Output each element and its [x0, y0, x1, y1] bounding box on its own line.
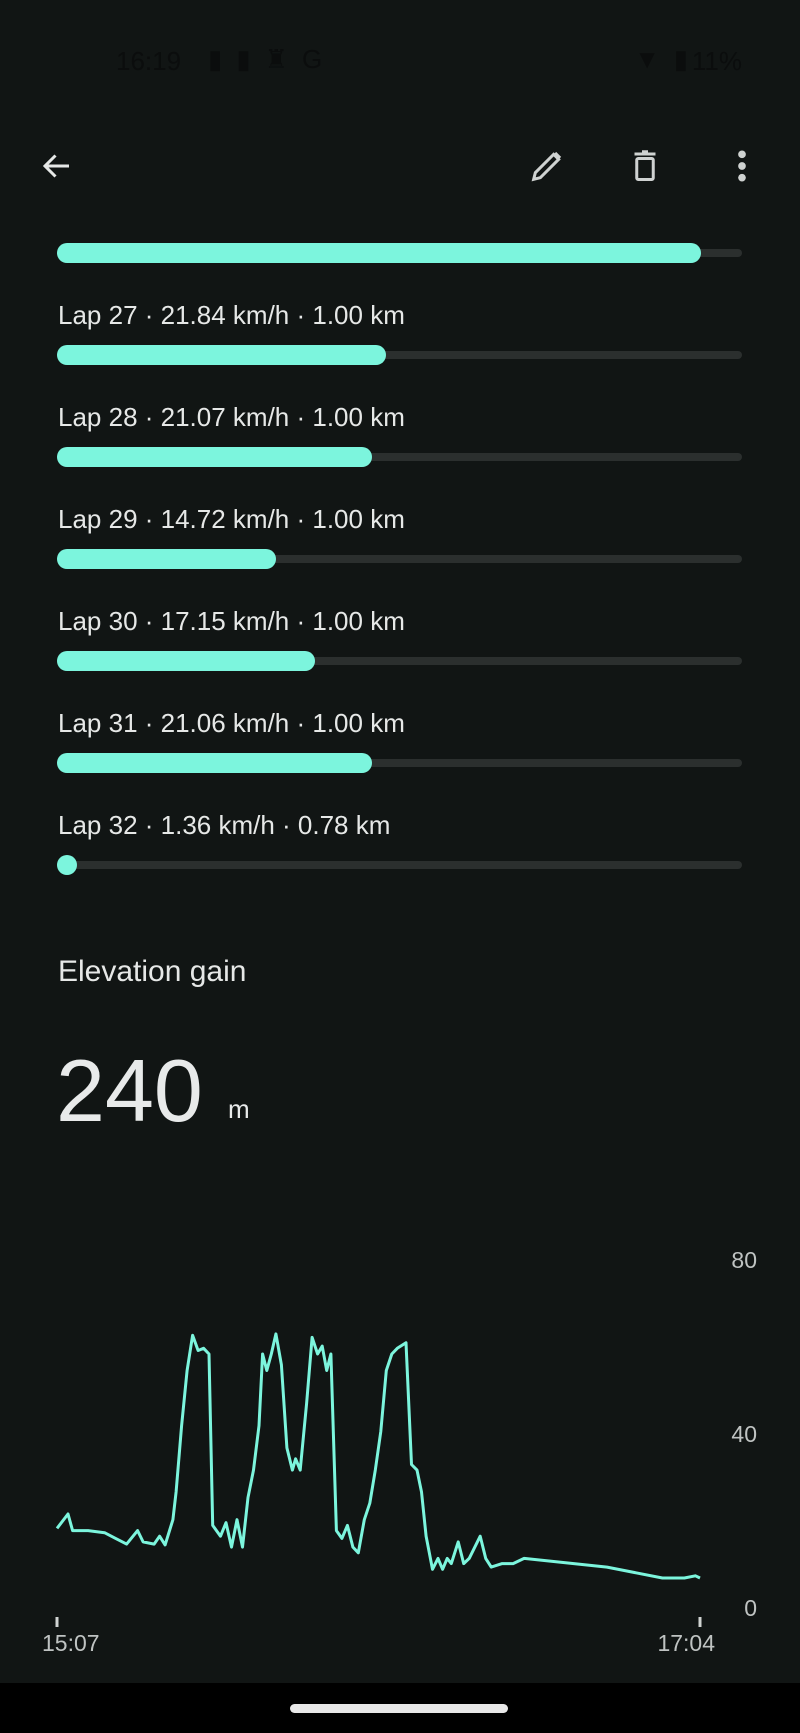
lap-label: Lap 28 · 21.07 km/h · 1.00 km — [58, 402, 405, 432]
lap-progress-fill — [57, 753, 373, 773]
elevation-chart: 0 40 80 15:07 17:04 — [42, 1247, 757, 1656]
lap-progress-track — [57, 345, 742, 365]
edit-button[interactable] — [519, 138, 575, 194]
lap-progress-track — [57, 753, 742, 773]
arrow-back-icon — [42, 154, 69, 178]
more-options-button[interactable] — [714, 138, 770, 194]
elevation-line — [55, 1332, 701, 1580]
lap-progress-fill — [57, 447, 373, 467]
battery-alert-icon: ▮ — [208, 44, 237, 74]
lap-progress-fill — [57, 549, 277, 569]
x-tick-label: 17:04 — [657, 1630, 715, 1656]
battery-percent: 11% — [691, 46, 742, 76]
pencil-icon — [531, 151, 562, 182]
notification-icons: ▮▮♜G — [208, 44, 336, 75]
trash-icon — [634, 150, 656, 181]
lap-progress-track — [57, 855, 742, 875]
lap-progress-track — [57, 243, 742, 263]
status-time: 16:19 — [116, 46, 182, 76]
back-button[interactable] — [29, 138, 85, 194]
lap-label: Lap 31 · 21.06 km/h · 1.00 km — [58, 708, 405, 738]
google-icon: G — [301, 44, 337, 74]
lap-progress-fill — [57, 345, 386, 365]
lap-progress-fill — [57, 651, 315, 671]
y-tick-label: 0 — [744, 1595, 757, 1621]
keyhole-icon: ♜ — [264, 44, 302, 74]
lap-label: Lap 32 · 1.36 km/h · 0.78 km — [58, 810, 391, 840]
x-tick-label: 15:07 — [42, 1630, 100, 1656]
lap-label: Lap 30 · 17.15 km/h · 1.00 km — [58, 606, 405, 636]
lap-label: Lap 29 · 14.72 km/h · 1.00 km — [58, 504, 405, 534]
battery-icon: ▮ — [673, 44, 688, 74]
lap-label: Lap 27 · 21.84 km/h · 1.00 km — [58, 300, 405, 330]
elevation-title: Elevation gain — [58, 955, 247, 988]
lap-progress-track — [57, 447, 742, 467]
elevation-unit: m — [228, 1094, 250, 1124]
status-bar: 16:19 ▮▮♜G ▼ ▮ 11% — [0, 40, 800, 84]
home-handle[interactable] — [290, 1704, 508, 1713]
y-tick-label: 40 — [731, 1421, 757, 1447]
more-vert-icon — [738, 150, 746, 182]
lap-progress-fill — [57, 243, 701, 263]
elevation-value: 240 — [56, 1041, 203, 1140]
delete-button[interactable] — [617, 138, 673, 194]
y-tick-label: 80 — [731, 1247, 757, 1273]
lap-progress-track — [57, 549, 742, 569]
wifi-icon: ▼ — [634, 44, 660, 74]
battery-alert-icon: ▮ — [236, 44, 265, 74]
lap-progress-track — [57, 651, 742, 671]
lap-progress-fill — [57, 855, 77, 875]
